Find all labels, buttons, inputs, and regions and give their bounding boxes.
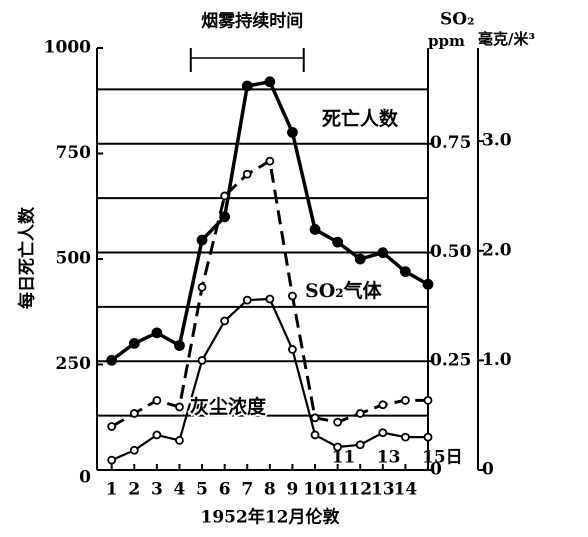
y2-tick-label: 0 <box>430 460 442 480</box>
data-point <box>423 395 433 405</box>
data-point <box>333 442 343 452</box>
annotation: 烟雾持续时间 <box>201 11 303 32</box>
x-tick-label: 8 <box>264 480 276 500</box>
y3-tick-label: 3.0 <box>482 131 512 151</box>
data-point <box>288 345 297 354</box>
data-point <box>152 395 162 405</box>
y2-header: SO₂ <box>440 10 475 30</box>
y3-unit: 毫克/米³ <box>478 30 535 48</box>
data-point <box>151 327 163 339</box>
series-label: SO₂气体 <box>305 279 383 302</box>
data-point <box>423 432 433 442</box>
data-point <box>378 400 388 410</box>
x-tick-label: 2 <box>128 480 140 500</box>
y-tick-label: 1000 <box>44 38 91 58</box>
x-tick-label: 11 <box>326 480 350 500</box>
data-point <box>129 409 139 418</box>
y-tick-label: 500 <box>56 249 92 269</box>
data-point <box>129 445 139 455</box>
y2-tick-label: 0.75 <box>430 133 471 153</box>
data-point <box>309 224 321 235</box>
inner-day-label: 11 <box>332 448 356 468</box>
x-tick-label: 5 <box>196 480 208 500</box>
x-tick-label: 7 <box>241 480 253 500</box>
inner-day-label: 15日 <box>422 448 463 468</box>
data-point <box>287 126 298 138</box>
data-point <box>242 295 252 305</box>
data-point <box>401 432 410 442</box>
y-tick-label: 0 <box>79 468 91 488</box>
data-point <box>288 291 297 301</box>
data-point <box>196 234 208 246</box>
data-point <box>219 211 231 223</box>
x-tick-label: 3 <box>151 480 163 500</box>
data-point <box>106 354 118 366</box>
y3-tick-label: 1.0 <box>482 350 512 370</box>
x-tick-label: 1 <box>106 480 118 500</box>
data-point <box>265 294 275 304</box>
x-tick-label: 13 <box>371 480 395 500</box>
data-point <box>197 282 207 292</box>
data-point <box>378 428 388 438</box>
data-point <box>107 422 117 431</box>
x-tick-label: 14 <box>394 480 418 500</box>
x-axis-label: 1952年12月伦敦 <box>201 507 341 528</box>
data-point <box>332 236 344 248</box>
data-point <box>220 316 230 326</box>
y2-tick-label: 0.25 <box>430 351 471 371</box>
data-point <box>107 455 117 465</box>
y-axis-label: 每日死亡人数 <box>17 206 38 309</box>
data-point <box>175 436 184 445</box>
inner-day-label: 13 <box>377 448 401 468</box>
data-point <box>152 430 162 440</box>
data-point <box>333 417 343 427</box>
data-point <box>128 337 140 349</box>
data-point <box>197 355 207 365</box>
data-point <box>264 76 276 88</box>
data-point <box>354 253 366 265</box>
y-tick-label: 750 <box>56 143 92 163</box>
series-label: 灰尘浓度 <box>190 395 267 418</box>
data-point <box>265 156 275 166</box>
x-tick-label: 9 <box>287 480 299 500</box>
y3-tick-label: 2.0 <box>482 240 512 260</box>
x-tick-label: 10 <box>303 480 327 500</box>
y-tick-label: 250 <box>56 354 92 374</box>
series-label: 死亡人数 <box>322 107 399 130</box>
data-point <box>175 402 184 412</box>
data-point <box>220 191 230 201</box>
data-point <box>242 169 252 179</box>
data-point <box>355 440 365 450</box>
data-point <box>377 247 389 259</box>
data-point <box>241 80 253 92</box>
x-tick-label: 6 <box>219 480 231 500</box>
y2-tick-label: 0.50 <box>430 242 472 262</box>
data-point <box>310 413 320 423</box>
x-tick-label: 12 <box>348 480 372 500</box>
data-point <box>400 266 411 278</box>
data-point <box>422 278 434 290</box>
y2-unit: ppm <box>428 32 465 50</box>
data-point <box>355 409 365 418</box>
data-point <box>310 430 320 440</box>
data-point <box>174 340 185 351</box>
x-tick-label: 4 <box>174 480 186 500</box>
y3-tick-label: 0 <box>482 460 494 480</box>
data-point <box>401 395 410 405</box>
